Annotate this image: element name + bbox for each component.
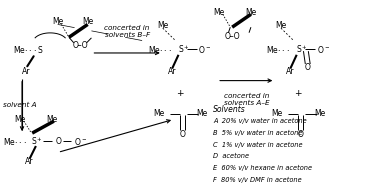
Text: Ar: Ar <box>286 67 294 76</box>
Text: +: + <box>176 89 183 98</box>
Text: Me: Me <box>153 109 164 118</box>
Text: Me: Me <box>14 115 26 124</box>
Text: O–O: O–O <box>224 32 240 41</box>
Text: +: + <box>294 89 302 98</box>
Text: Me: Me <box>271 109 283 118</box>
Text: concerted in
solvents B–F: concerted in solvents B–F <box>104 25 150 38</box>
Text: Me: Me <box>197 109 208 118</box>
Text: O$^-$: O$^-$ <box>317 44 330 55</box>
Text: C  1% v/v water in acetone: C 1% v/v water in acetone <box>214 141 303 148</box>
Text: Me: Me <box>82 17 93 26</box>
Text: B  5% v/v water in acetone: B 5% v/v water in acetone <box>214 129 303 136</box>
Text: Me: Me <box>46 115 58 124</box>
Text: Me: Me <box>315 109 326 118</box>
Text: Me: Me <box>275 21 287 30</box>
Text: Me${\cdot\cdot\cdot}$S: Me${\cdot\cdot\cdot}$S <box>12 44 43 55</box>
Text: O: O <box>179 131 185 140</box>
Text: Ar: Ar <box>25 157 34 166</box>
Text: S$^+$: S$^+$ <box>31 136 43 147</box>
Text: S$^+$: S$^+$ <box>296 43 308 55</box>
Text: E  60% v/v hexane in acetone: E 60% v/v hexane in acetone <box>214 165 313 171</box>
Text: Me${\cdot\cdot\cdot}$: Me${\cdot\cdot\cdot}$ <box>148 44 172 55</box>
Text: S$^+$: S$^+$ <box>178 43 190 55</box>
Text: solvent A: solvent A <box>3 102 37 108</box>
Text: F  80% v/v DMF in acetone: F 80% v/v DMF in acetone <box>214 177 302 183</box>
Text: Me${\cdot\cdot\cdot}$: Me${\cdot\cdot\cdot}$ <box>266 44 290 55</box>
Text: concerted in
solvents A–E: concerted in solvents A–E <box>224 94 269 107</box>
Text: O: O <box>304 63 310 72</box>
Text: Ar: Ar <box>168 67 177 76</box>
Text: Me: Me <box>245 8 257 17</box>
Text: Solvents: Solvents <box>214 105 246 114</box>
Text: O$^-$: O$^-$ <box>74 136 87 147</box>
Text: Me${\cdot\cdot\cdot}$: Me${\cdot\cdot\cdot}$ <box>3 136 28 147</box>
Text: O: O <box>297 131 304 140</box>
Text: O: O <box>56 137 62 146</box>
Text: Me: Me <box>52 17 63 26</box>
Text: A  20% v/v water in acetone: A 20% v/v water in acetone <box>214 117 307 124</box>
Text: Me: Me <box>214 8 225 17</box>
Text: O–O: O–O <box>72 41 88 50</box>
Text: D  acetone: D acetone <box>214 153 249 159</box>
Text: Ar: Ar <box>22 67 30 76</box>
Text: Me: Me <box>157 21 168 30</box>
Text: O$^-$: O$^-$ <box>198 44 212 55</box>
